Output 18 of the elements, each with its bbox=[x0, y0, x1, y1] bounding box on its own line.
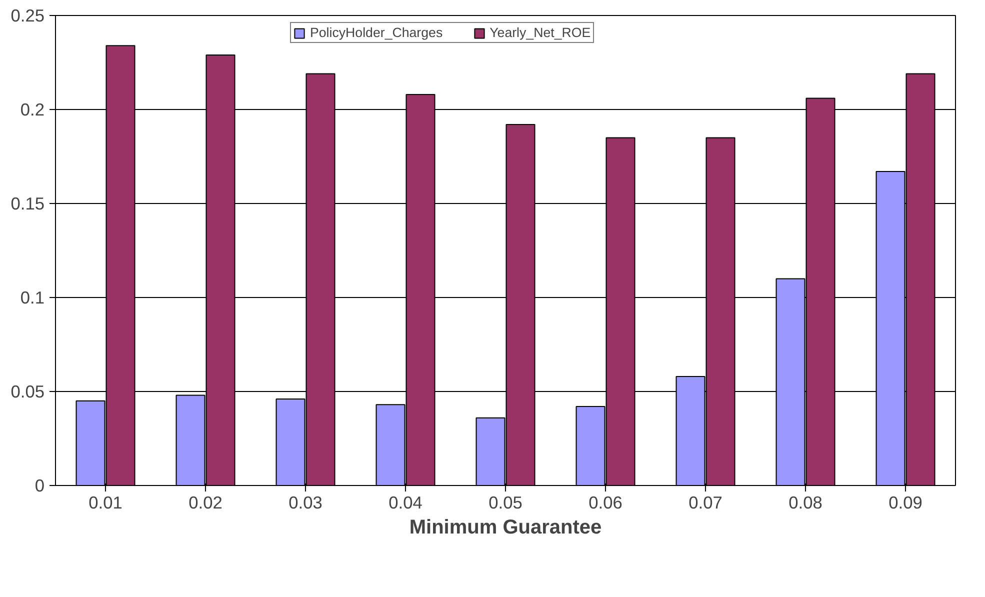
x-tick-label: 0.05 bbox=[488, 492, 522, 512]
x-tick-label: 0.08 bbox=[788, 492, 822, 512]
x-tick-label: 0.02 bbox=[188, 492, 222, 512]
x-tick-label: 0.09 bbox=[888, 492, 922, 512]
x-tick-label: 0.03 bbox=[288, 492, 322, 512]
y-tick-label: 0.15 bbox=[10, 194, 45, 214]
y-tick-label: 0.2 bbox=[20, 100, 45, 120]
y-tick-label: 0.25 bbox=[10, 6, 45, 26]
y-tick-label: 0 bbox=[34, 476, 45, 496]
x-tick-label: 0.07 bbox=[688, 492, 722, 512]
x-tick-label: 0.01 bbox=[88, 492, 122, 512]
y-tick-label: 0.1 bbox=[20, 288, 45, 308]
x-axis-title: Minimum Guarantee bbox=[409, 516, 602, 538]
y-tick-label: 0.05 bbox=[10, 382, 45, 402]
legend-label: PolicyHolder_Charges bbox=[310, 25, 443, 40]
legend-label: Yearly_Net_ROE bbox=[490, 25, 591, 40]
x-tick-label: 0.04 bbox=[388, 492, 423, 512]
x-tick-label: 0.06 bbox=[588, 492, 622, 512]
